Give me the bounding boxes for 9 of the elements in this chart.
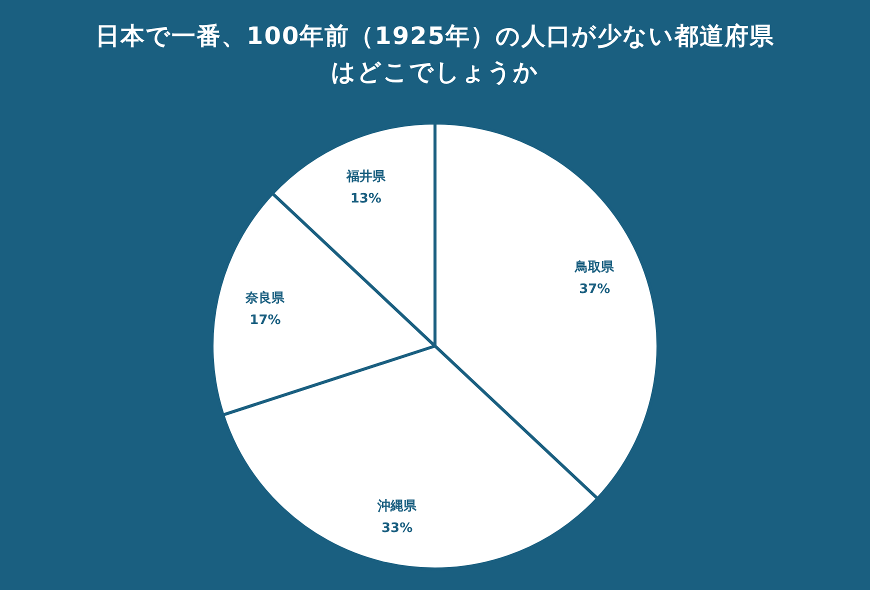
data-label: 13% xyxy=(350,191,382,206)
data-label: 17% xyxy=(250,313,281,328)
slice-label: 鳥取県 xyxy=(574,258,616,275)
data-label: 37% xyxy=(579,282,610,297)
slice-label: 沖縄県 xyxy=(376,498,418,514)
data-label: 33% xyxy=(381,520,413,536)
slice-label: 福井県 xyxy=(345,168,386,184)
slice-label: 奈良県 xyxy=(244,290,286,306)
chart-title: 日本で一番、100年前（1925年）の人口が少ない都道府県はどこでしょうか xyxy=(95,21,775,88)
